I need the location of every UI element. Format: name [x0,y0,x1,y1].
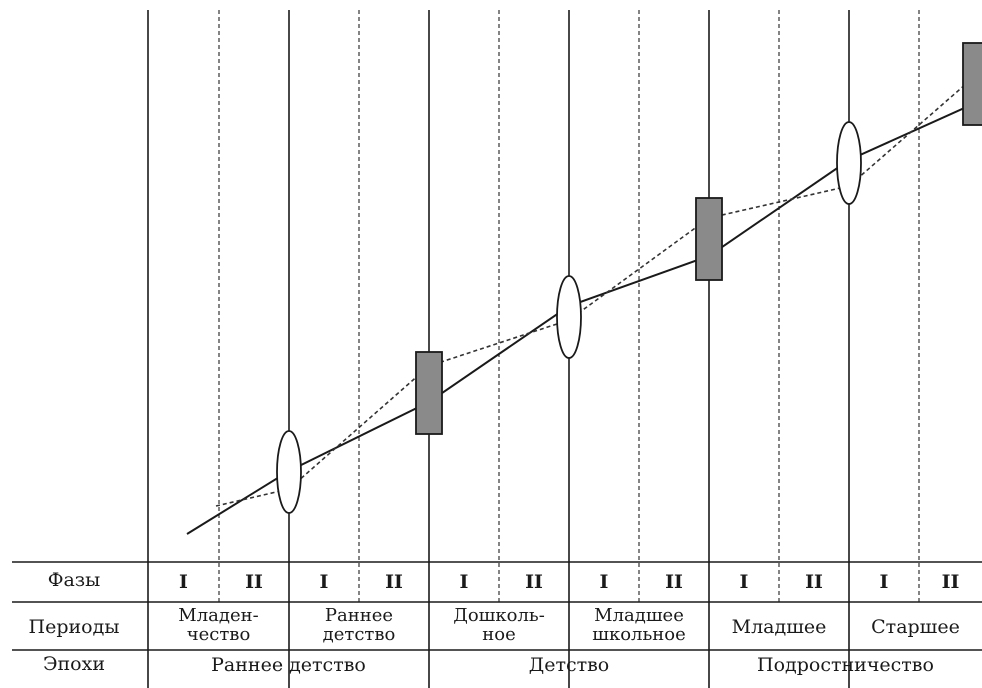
phase-label: II [942,571,960,593]
epoch-label: Раннее детство [211,654,366,676]
phase-label: II [665,571,683,593]
phase-label: II [525,571,543,593]
period-label-line: Раннее [325,605,393,626]
dashed-development-line [215,69,982,507]
phase-label: II [245,571,263,593]
period-label-line: Младшее [594,605,684,626]
phase-label: I [179,571,188,593]
period-label: Старшее [871,616,960,638]
crisis-rect-marker [415,351,443,435]
row-label-epochs: Эпохи [43,653,105,675]
phase-label: I [600,571,609,593]
period-label-line: Дошколь- [453,605,545,626]
crisis-lens-marker [836,121,862,205]
development-curves [186,69,982,535]
row-label-phases: Фазы [48,569,101,591]
period-label-line: детство [323,624,396,645]
phase-label: II [385,571,403,593]
epoch-label: Подростничество [757,654,934,676]
crisis-lens-marker [556,275,582,359]
period-label-line: Младен- [178,605,258,626]
epoch-label: Детство [529,654,610,676]
crisis-rect-marker [962,42,982,126]
period-label: Младшее [732,616,827,638]
period-label-line: чество [187,624,251,645]
periodization-table: Фазы Периоды Эпохи I II I II I II I II I II I IIМла… [12,561,982,676]
row-label-periods: Периоды [29,616,120,638]
solid-development-line [186,99,982,535]
crisis-lens-marker [276,430,302,514]
period-label-line: ное [482,624,516,645]
phase-label: II [805,571,823,593]
phase-label: I [460,571,469,593]
crisis-rect-marker [695,197,723,281]
phase-label: I [740,571,749,593]
crisis-markers [276,42,982,514]
phase-label: I [880,571,889,593]
period-label-line: школьное [592,624,686,645]
phase-label: I [320,571,329,593]
